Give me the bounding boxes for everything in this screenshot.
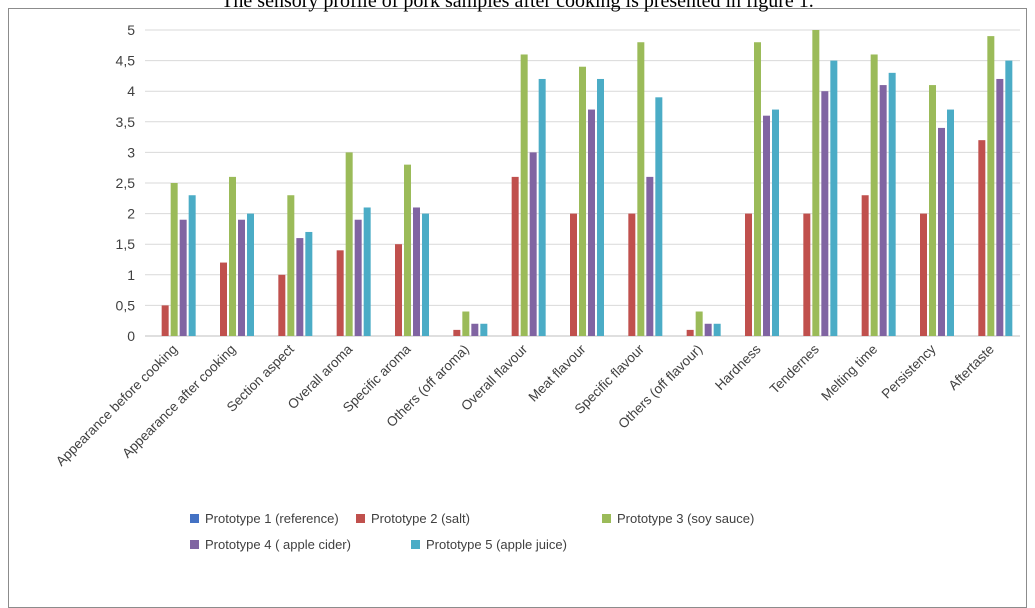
- x-tick-label: Meat flavour: [525, 341, 588, 404]
- legend-item-prototype-2: Prototype 2 (salt): [356, 511, 602, 526]
- bar: [947, 109, 954, 336]
- legend-label: Prototype 2 (salt): [371, 510, 470, 526]
- y-tick-label: 4,5: [116, 53, 136, 69]
- bar: [929, 85, 936, 336]
- y-tick-label: 2,5: [116, 175, 136, 191]
- bar: [987, 36, 995, 337]
- bar: [462, 311, 470, 336]
- bar: [188, 195, 196, 336]
- bar: [354, 219, 362, 336]
- legend-item-prototype-5: Prototype 5 (apple juice): [411, 537, 567, 552]
- bar: [888, 72, 896, 336]
- bar: [538, 78, 546, 337]
- bar: [278, 274, 286, 336]
- bar: [655, 97, 663, 336]
- y-tick-label: 1: [127, 267, 135, 283]
- y-tick-label: 5: [127, 22, 135, 38]
- bar: [570, 213, 577, 336]
- bar: [179, 219, 187, 336]
- page-caption: The sensory profile of pork samples afte…: [221, 0, 814, 12]
- bar: [395, 244, 402, 336]
- bar: [471, 323, 479, 336]
- bar: [422, 213, 429, 336]
- bar: [170, 183, 178, 336]
- y-tick-label: 0,5: [116, 297, 136, 313]
- legend-row-1: Prototype 1 (reference) Prototype 2 (sal…: [190, 505, 754, 531]
- bar: [247, 213, 254, 336]
- bar: [345, 152, 353, 336]
- y-tick-label: 2: [127, 206, 135, 222]
- legend-label: Prototype 4 ( apple cider): [205, 536, 351, 552]
- x-tick-label: Melting time: [818, 342, 880, 404]
- bar: [1005, 60, 1013, 336]
- x-tick-label: Aftertaste: [945, 342, 996, 393]
- bar: [161, 305, 169, 336]
- bar-chart: 0 0,5 1 1,5 2 2,5 3 3,5 4 4,5 5 Appearance before c…: [53, 22, 1020, 469]
- bar: [812, 30, 820, 336]
- bar: [363, 207, 371, 336]
- legend-swatch: [190, 539, 199, 549]
- bar: [803, 213, 811, 336]
- bar: [588, 109, 595, 336]
- y-tick-label: 3: [127, 144, 135, 160]
- bar: [938, 127, 945, 336]
- bar: [704, 323, 712, 336]
- legend-swatch: [190, 513, 199, 523]
- bar: [763, 115, 770, 337]
- bar: [745, 213, 752, 336]
- bar: [296, 238, 304, 336]
- bar: [637, 42, 645, 337]
- bar: [220, 262, 227, 336]
- bar: [453, 329, 461, 336]
- x-tick-label: Tendernes: [767, 341, 822, 396]
- bar: [305, 231, 313, 336]
- bar: [597, 78, 604, 337]
- bar: [686, 329, 694, 336]
- y-tick-label: 0: [127, 328, 135, 344]
- bar: [754, 42, 761, 337]
- bar: [520, 54, 528, 336]
- bar: [861, 195, 869, 336]
- bar: [870, 54, 878, 336]
- x-tick-label: Hardness: [712, 341, 764, 393]
- bar: [529, 152, 537, 336]
- bar: [579, 66, 586, 336]
- bar: [287, 195, 295, 336]
- bar: [404, 164, 411, 336]
- bar: [413, 207, 420, 336]
- legend-label: Prototype 3 (soy sauce): [617, 510, 755, 526]
- legend-swatch: [356, 513, 365, 523]
- bar: [830, 60, 838, 336]
- bar: [713, 323, 721, 336]
- legend-swatch: [602, 513, 611, 523]
- x-tick-label: Appearance after cooking: [119, 342, 238, 461]
- bar: [480, 323, 488, 336]
- bar: [646, 176, 654, 336]
- legend-item-prototype-3: Prototype 3 (soy sauce): [602, 511, 754, 526]
- legend-label: Prototype 1 (reference): [205, 510, 339, 526]
- x-tick-label: Appearance before cooking: [53, 342, 180, 469]
- chart-legend: Prototype 1 (reference) Prototype 2 (sal…: [190, 505, 754, 557]
- bar: [238, 219, 245, 336]
- bar: [628, 213, 636, 336]
- bar: [229, 176, 236, 336]
- x-tick-label: Persistency: [879, 341, 939, 401]
- bar: [695, 311, 703, 336]
- bar: [336, 250, 344, 336]
- y-tick-label: 4: [127, 83, 135, 99]
- legend-swatch: [411, 539, 420, 549]
- legend-item-prototype-4: Prototype 4 ( apple cider): [190, 537, 411, 552]
- bar: [996, 78, 1004, 337]
- bar: [879, 85, 887, 336]
- bar: [920, 213, 927, 336]
- bar: [511, 176, 519, 336]
- legend-row-2: Prototype 4 ( apple cider) Prototype 5 (…: [190, 531, 754, 557]
- bar: [978, 140, 986, 336]
- legend-label: Prototype 5 (apple juice): [426, 536, 567, 552]
- y-tick-label: 1,5: [116, 236, 136, 252]
- bar: [821, 91, 829, 336]
- y-tick-label: 3,5: [116, 114, 136, 130]
- bar: [772, 109, 779, 336]
- legend-item-prototype-1: Prototype 1 (reference): [190, 511, 342, 526]
